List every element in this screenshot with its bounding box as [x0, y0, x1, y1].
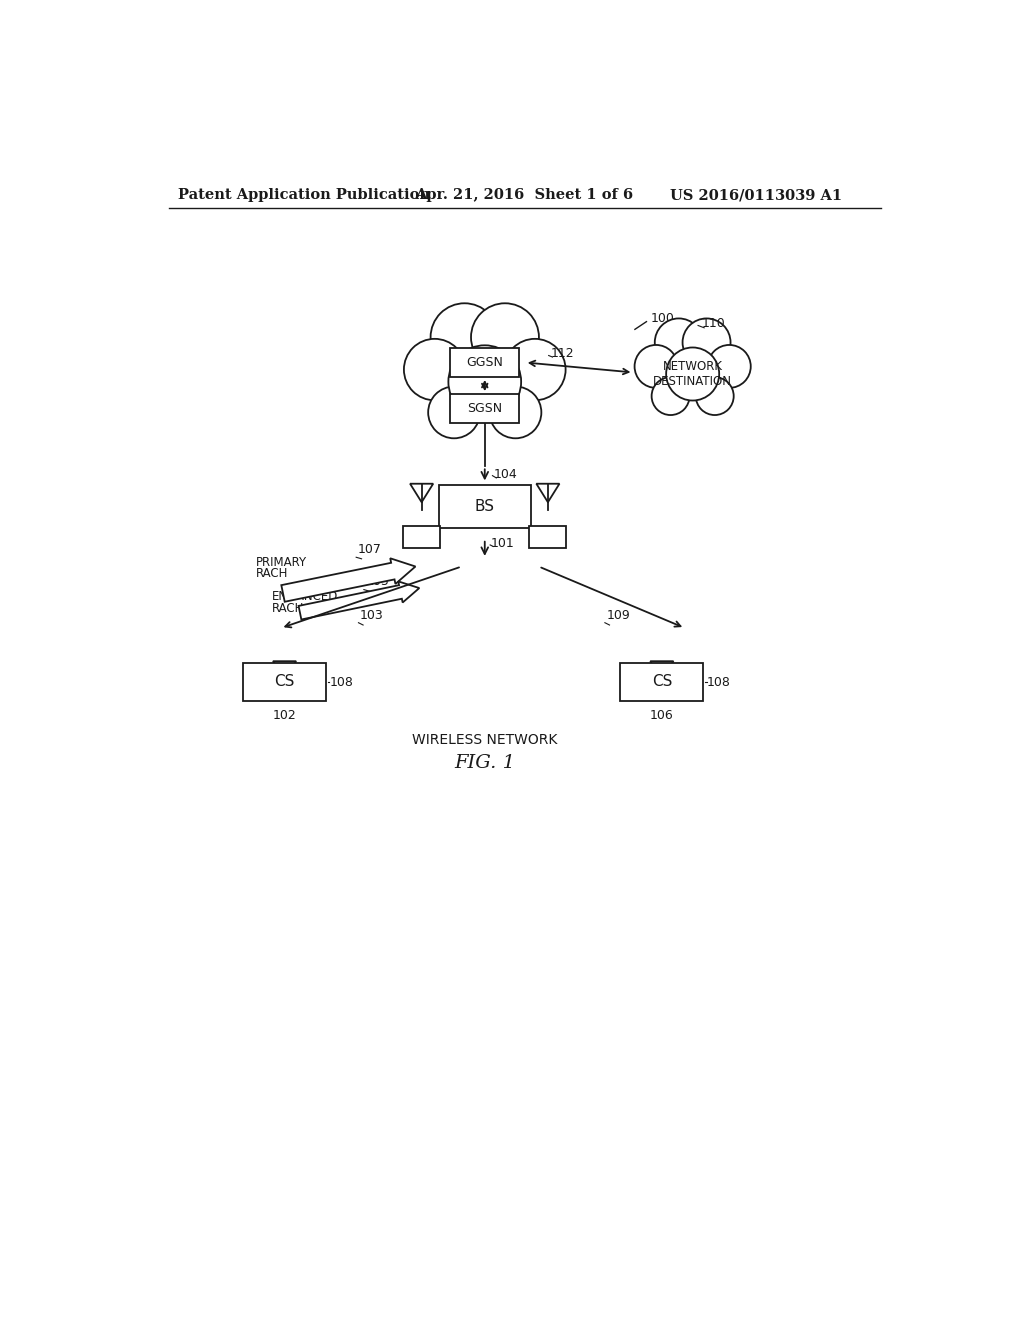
Text: RACH: RACH: [256, 568, 289, 581]
Text: 109: 109: [606, 609, 630, 622]
Text: SGSN: SGSN: [467, 403, 503, 416]
Text: DESTINATION: DESTINATION: [653, 375, 732, 388]
Text: 104: 104: [494, 467, 518, 480]
Circle shape: [489, 387, 542, 438]
Text: 100: 100: [650, 312, 674, 325]
Text: 101: 101: [490, 537, 515, 550]
Circle shape: [403, 339, 465, 400]
Bar: [403, 527, 440, 548]
Circle shape: [428, 387, 480, 438]
Bar: [438, 486, 531, 528]
Text: Apr. 21, 2016  Sheet 1 of 6: Apr. 21, 2016 Sheet 1 of 6: [416, 189, 634, 202]
Text: PRIMARY: PRIMARY: [256, 556, 307, 569]
Bar: [451, 395, 519, 424]
Circle shape: [504, 339, 565, 400]
Text: ENHANCED: ENHANCED: [271, 590, 338, 603]
FancyArrow shape: [282, 558, 416, 602]
Bar: [621, 663, 703, 701]
Bar: [243, 663, 326, 701]
Text: NETWORK: NETWORK: [663, 360, 723, 372]
Text: WIRELESS NETWORK: WIRELESS NETWORK: [412, 733, 557, 747]
Text: GGSN: GGSN: [466, 356, 503, 370]
Bar: [451, 348, 519, 378]
Circle shape: [696, 378, 734, 414]
Text: 103: 103: [360, 609, 384, 622]
Circle shape: [683, 318, 730, 367]
Text: 107: 107: [357, 543, 382, 556]
Circle shape: [654, 318, 702, 367]
Text: RACH: RACH: [271, 602, 304, 615]
Text: 112: 112: [550, 347, 573, 360]
Text: 110: 110: [701, 317, 726, 330]
Text: 106: 106: [650, 709, 674, 722]
Circle shape: [708, 345, 751, 388]
Text: Patent Application Publication: Patent Application Publication: [178, 189, 430, 202]
Text: 108: 108: [707, 676, 730, 689]
Circle shape: [667, 347, 719, 400]
Circle shape: [651, 378, 689, 414]
Bar: [529, 527, 566, 548]
Circle shape: [430, 304, 499, 371]
Text: US 2016/0113039 A1: US 2016/0113039 A1: [670, 189, 842, 202]
Text: 105: 105: [366, 576, 389, 589]
Text: CS: CS: [651, 675, 672, 689]
Circle shape: [471, 304, 539, 371]
Text: BS: BS: [475, 499, 495, 513]
FancyArrow shape: [299, 581, 419, 619]
Text: CS: CS: [274, 675, 295, 689]
Circle shape: [449, 346, 521, 418]
Text: 102: 102: [272, 709, 296, 722]
Text: 108: 108: [330, 676, 353, 689]
Text: FIG. 1: FIG. 1: [455, 754, 515, 772]
Circle shape: [635, 345, 678, 388]
